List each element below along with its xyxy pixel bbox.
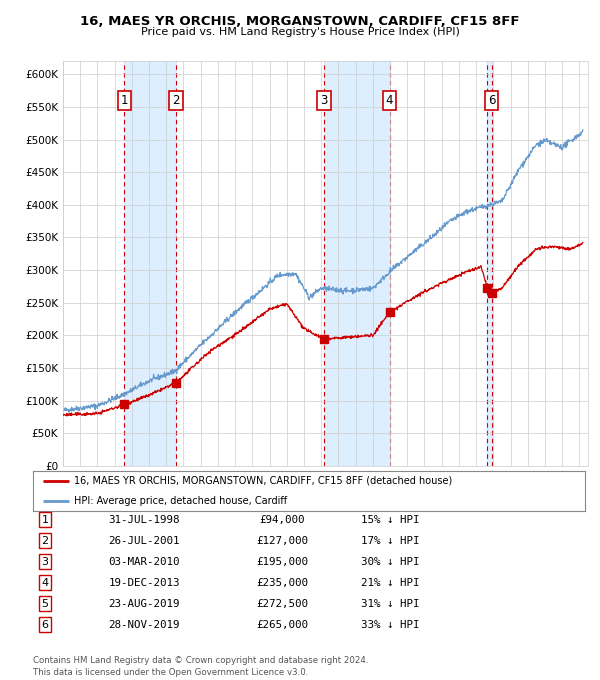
Text: £195,000: £195,000 bbox=[256, 557, 308, 566]
Bar bbox=[324, 61, 389, 466]
Text: Price paid vs. HM Land Registry's House Price Index (HPI): Price paid vs. HM Land Registry's House … bbox=[140, 27, 460, 37]
Text: £94,000: £94,000 bbox=[259, 515, 305, 524]
Text: 31-JUL-1998: 31-JUL-1998 bbox=[108, 515, 180, 524]
Text: 3: 3 bbox=[41, 557, 49, 566]
Text: £235,000: £235,000 bbox=[256, 578, 308, 588]
Text: 1: 1 bbox=[121, 94, 128, 107]
Text: Contains HM Land Registry data © Crown copyright and database right 2024.
This d: Contains HM Land Registry data © Crown c… bbox=[33, 656, 368, 677]
Text: 30% ↓ HPI: 30% ↓ HPI bbox=[361, 557, 419, 566]
Text: 19-DEC-2013: 19-DEC-2013 bbox=[108, 578, 180, 588]
Text: 26-JUL-2001: 26-JUL-2001 bbox=[108, 536, 180, 545]
Text: £272,500: £272,500 bbox=[256, 599, 308, 609]
Text: 1: 1 bbox=[41, 515, 49, 524]
Text: 16, MAES YR ORCHIS, MORGANSTOWN, CARDIFF, CF15 8FF: 16, MAES YR ORCHIS, MORGANSTOWN, CARDIFF… bbox=[80, 15, 520, 28]
Bar bbox=[124, 61, 176, 466]
Bar bbox=[487, 61, 492, 466]
Text: 31% ↓ HPI: 31% ↓ HPI bbox=[361, 599, 419, 609]
Text: 3: 3 bbox=[320, 94, 328, 107]
Text: 23-AUG-2019: 23-AUG-2019 bbox=[108, 599, 180, 609]
Text: 6: 6 bbox=[41, 620, 49, 630]
Text: 2: 2 bbox=[41, 536, 49, 545]
Text: 6: 6 bbox=[488, 94, 496, 107]
Text: 17% ↓ HPI: 17% ↓ HPI bbox=[361, 536, 419, 545]
Text: 5: 5 bbox=[41, 599, 49, 609]
Text: 33% ↓ HPI: 33% ↓ HPI bbox=[361, 620, 419, 630]
Text: 4: 4 bbox=[41, 578, 49, 588]
Text: 21% ↓ HPI: 21% ↓ HPI bbox=[361, 578, 419, 588]
Text: 03-MAR-2010: 03-MAR-2010 bbox=[108, 557, 180, 566]
Text: HPI: Average price, detached house, Cardiff: HPI: Average price, detached house, Card… bbox=[74, 496, 287, 506]
Text: £265,000: £265,000 bbox=[256, 620, 308, 630]
Text: 4: 4 bbox=[386, 94, 393, 107]
Text: £127,000: £127,000 bbox=[256, 536, 308, 545]
Text: 16, MAES YR ORCHIS, MORGANSTOWN, CARDIFF, CF15 8FF (detached house): 16, MAES YR ORCHIS, MORGANSTOWN, CARDIFF… bbox=[74, 476, 452, 486]
Text: 15% ↓ HPI: 15% ↓ HPI bbox=[361, 515, 419, 524]
Text: 28-NOV-2019: 28-NOV-2019 bbox=[108, 620, 180, 630]
Text: 2: 2 bbox=[172, 94, 180, 107]
